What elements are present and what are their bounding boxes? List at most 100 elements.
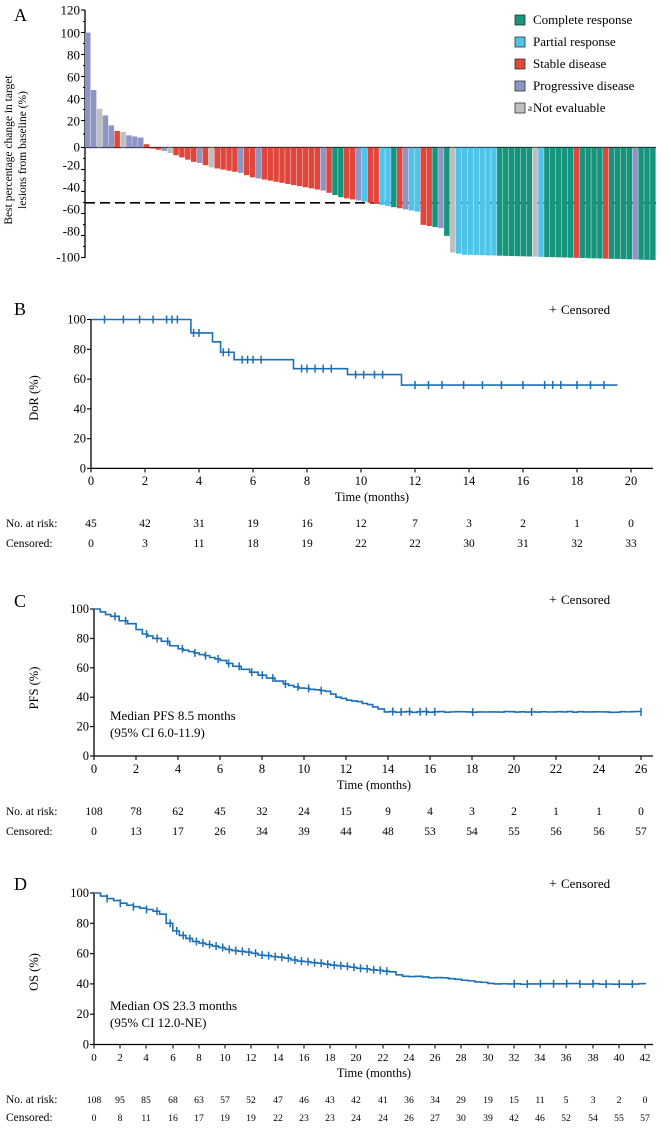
svg-text:22: 22 [378, 1052, 389, 1064]
svg-text:3: 3 [591, 1095, 596, 1106]
svg-text:24: 24 [404, 1052, 416, 1064]
svg-text:32: 32 [256, 806, 268, 818]
svg-text:20: 20 [77, 720, 90, 734]
svg-text:36: 36 [404, 1095, 414, 1106]
svg-text:78: 78 [130, 806, 142, 818]
svg-text:23: 23 [325, 1113, 335, 1124]
svg-text:55: 55 [508, 826, 520, 838]
svg-text:Censored:: Censored: [6, 826, 53, 838]
svg-text:-100: -100 [56, 250, 80, 265]
svg-text:95: 95 [115, 1095, 125, 1106]
svg-text:16: 16 [299, 1052, 311, 1064]
svg-text:6: 6 [217, 762, 223, 776]
svg-text:46: 46 [299, 1095, 309, 1106]
svg-text:19: 19 [483, 1095, 493, 1106]
svg-text:0: 0 [628, 518, 634, 530]
svg-text:No. at risk:: No. at risk: [6, 1094, 57, 1106]
svg-text:20: 20 [67, 114, 80, 129]
svg-text:24: 24 [593, 762, 606, 776]
svg-text:17: 17 [194, 1113, 204, 1124]
svg-text:18: 18 [571, 474, 584, 488]
svg-text:16: 16 [517, 474, 530, 488]
svg-text:40: 40 [77, 690, 90, 704]
svg-text:42: 42 [351, 1095, 361, 1106]
svg-text:(95% CI 12.0-NE): (95% CI 12.0-NE) [110, 1015, 206, 1030]
svg-text:0: 0 [638, 806, 644, 818]
svg-text:19: 19 [220, 1113, 230, 1124]
svg-text:Censored: Censored [561, 302, 611, 317]
svg-text:12: 12 [340, 762, 353, 776]
svg-text:8: 8 [118, 1113, 123, 1124]
svg-text:36: 36 [561, 1052, 573, 1064]
svg-text:29: 29 [456, 1095, 466, 1106]
svg-text:26: 26 [635, 762, 648, 776]
svg-text:19: 19 [301, 538, 313, 550]
svg-text:80: 80 [74, 342, 87, 356]
svg-text:0: 0 [88, 474, 94, 488]
svg-text:31: 31 [193, 518, 205, 530]
svg-text:33: 33 [625, 538, 637, 550]
svg-text:20: 20 [508, 762, 521, 776]
svg-text:41: 41 [378, 1095, 388, 1106]
svg-text:Time (months): Time (months) [337, 1066, 411, 1080]
svg-text:B: B [14, 299, 26, 319]
svg-text:27: 27 [430, 1113, 440, 1124]
svg-text:14: 14 [273, 1052, 285, 1064]
svg-text:14: 14 [382, 762, 395, 776]
svg-text:Best percentage change in targ: Best percentage change in target [3, 75, 15, 225]
svg-text:4: 4 [143, 1052, 149, 1064]
svg-text:48: 48 [382, 826, 394, 838]
svg-text:16: 16 [301, 518, 313, 530]
svg-text:1: 1 [574, 518, 580, 530]
svg-text:PFS (%): PFS (%) [27, 667, 41, 710]
svg-text:34: 34 [535, 1052, 547, 1064]
svg-text:60: 60 [67, 70, 80, 85]
svg-text:+: + [549, 877, 557, 892]
svg-text:40: 40 [67, 92, 80, 107]
svg-text:30: 30 [456, 1113, 466, 1124]
svg-text:108: 108 [85, 806, 103, 818]
svg-text:0: 0 [88, 538, 94, 550]
svg-text:62: 62 [172, 806, 184, 818]
svg-text:100: 100 [67, 313, 86, 327]
svg-text:28: 28 [456, 1052, 468, 1064]
svg-text:47: 47 [273, 1095, 283, 1106]
svg-text:+: + [549, 593, 557, 608]
svg-text:D: D [14, 874, 27, 894]
svg-text:16: 16 [168, 1113, 178, 1124]
svg-text:39: 39 [483, 1113, 493, 1124]
svg-text:7: 7 [412, 518, 418, 530]
svg-text:24: 24 [378, 1113, 388, 1124]
svg-text:0: 0 [91, 762, 97, 776]
svg-text:lesions from baseline (%): lesions from baseline (%) [17, 91, 29, 209]
svg-text:2: 2 [617, 1095, 622, 1106]
svg-text:6: 6 [170, 1052, 176, 1064]
svg-text:63: 63 [194, 1095, 204, 1106]
svg-text:57: 57 [640, 1113, 650, 1124]
svg-text:18: 18 [247, 538, 259, 550]
svg-text:100: 100 [70, 886, 89, 900]
svg-text:22: 22 [550, 762, 563, 776]
svg-text:53: 53 [424, 826, 436, 838]
svg-text:15: 15 [509, 1095, 519, 1106]
svg-text:Median OS 23.3 months: Median OS 23.3 months [110, 998, 237, 1013]
svg-text:-60: -60 [63, 202, 80, 217]
svg-text:11: 11 [535, 1095, 544, 1106]
svg-text:43: 43 [325, 1095, 335, 1106]
svg-text:18: 18 [325, 1052, 337, 1064]
svg-text:13: 13 [130, 826, 142, 838]
svg-text:26: 26 [430, 1052, 442, 1064]
svg-text:a: a [528, 103, 532, 113]
svg-text:120: 120 [61, 3, 81, 18]
svg-text:A: A [14, 5, 27, 25]
svg-text:Time (months): Time (months) [335, 490, 409, 504]
svg-text:0: 0 [91, 1052, 97, 1064]
svg-text:10: 10 [298, 762, 311, 776]
svg-text:15: 15 [340, 806, 352, 818]
svg-text:60: 60 [74, 372, 87, 386]
svg-text:32: 32 [571, 538, 583, 550]
svg-text:8: 8 [304, 474, 310, 488]
svg-text:56: 56 [550, 826, 562, 838]
svg-text:30: 30 [463, 538, 475, 550]
svg-text:+: + [549, 303, 557, 318]
